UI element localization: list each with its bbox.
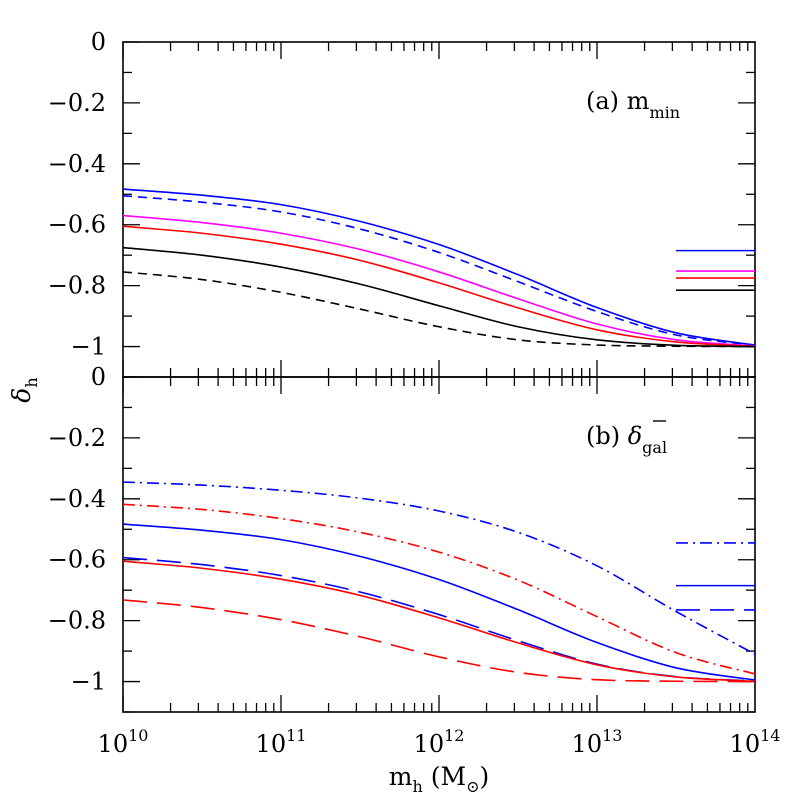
- axis-text: 0 −0.2 −0.4 −0.6 −0.8 −1 (a) mmin 0 −0.2 −0.4 −0.6…: [7, 28, 780, 796]
- panel-b-series-0: [122, 481, 756, 655]
- panel-b-series-2: [122, 523, 756, 681]
- panel-frames: [122, 41, 756, 713]
- panel-a-series-4: [122, 246, 756, 348]
- panel-a-series-0: [122, 188, 756, 346]
- y-tick-label: −0.6: [48, 211, 106, 239]
- y-tick-label: −1: [71, 333, 106, 361]
- y-tick-label: −0.4: [48, 150, 106, 178]
- x-tick-label: 1010: [98, 726, 149, 758]
- panel-b-series-4: [122, 560, 756, 683]
- x-tick-label: 1013: [572, 726, 623, 758]
- panel-b-label: (b) δgal: [586, 422, 667, 457]
- x-tick-label: 1012: [414, 726, 465, 758]
- x-axis-label: mh (M⊙): [389, 762, 490, 796]
- panel-b-frame: [122, 376, 756, 713]
- panel-b-series-5: [122, 599, 756, 683]
- y-tick-label: 0: [91, 363, 106, 391]
- y-tick-label: −0.6: [48, 546, 106, 574]
- y-tick-label: −0.2: [48, 89, 106, 117]
- y-tick-label: −0.8: [48, 607, 106, 635]
- panel-b-series-1: [122, 503, 756, 675]
- panel-a-series-3: [122, 225, 756, 348]
- panel-a-series-5: [122, 271, 756, 348]
- y-tick-label: −0.8: [48, 272, 106, 300]
- y-tick-label: −0.2: [48, 424, 106, 452]
- data-series: [122, 188, 756, 683]
- panel-a-label: (a) mmin: [586, 87, 680, 122]
- y-tick-label: −1: [71, 668, 106, 696]
- y-tick-label: −0.4: [48, 485, 106, 513]
- panel-a-series-1: [122, 195, 756, 347]
- x-tick-label: 1014: [730, 726, 781, 758]
- y-tick-label: 0: [91, 28, 106, 56]
- x-tick-label: 1011: [256, 726, 307, 758]
- y-axis-label: δh: [7, 377, 41, 402]
- panel-b-series-3: [122, 556, 756, 682]
- panel-a-series-2: [122, 214, 756, 347]
